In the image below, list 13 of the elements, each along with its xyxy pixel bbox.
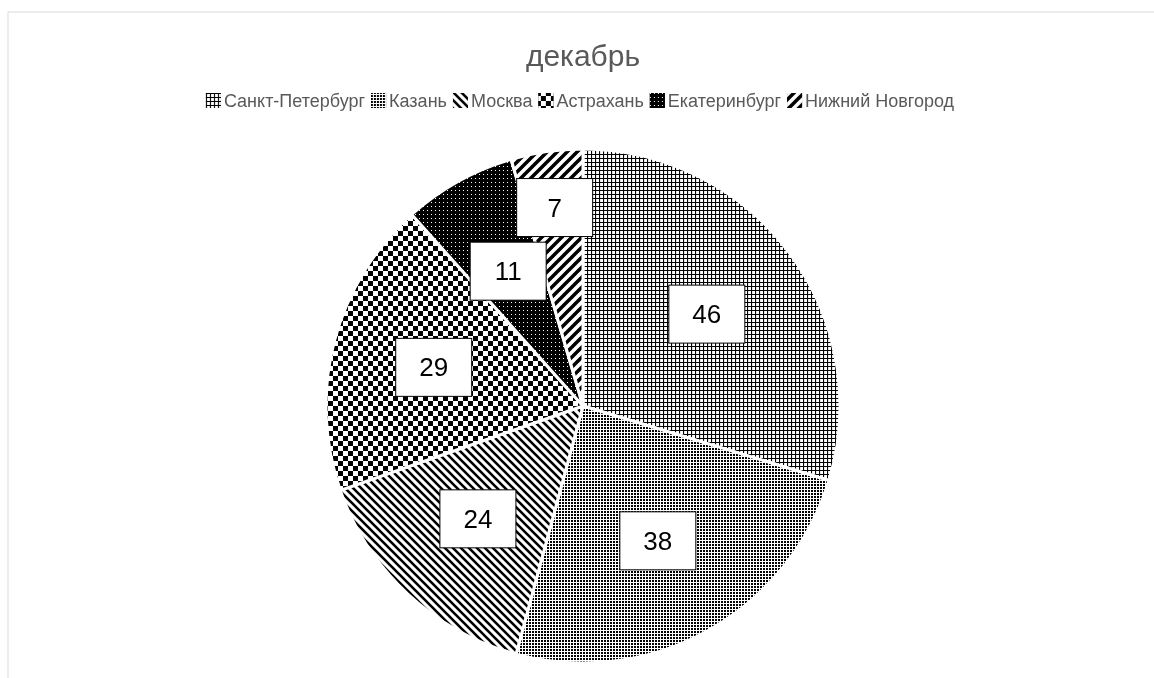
- legend-label: Екатеринбург: [667, 91, 782, 111]
- data-label: 11: [494, 256, 522, 287]
- legend-label: Нижний Новгород: [805, 91, 955, 111]
- legend-label: Санкт-Петербург: [223, 91, 366, 111]
- data-label: 46: [692, 299, 722, 330]
- data-label: 7: [547, 192, 562, 223]
- data-label: 24: [463, 503, 493, 534]
- legend-label: Казань: [389, 91, 447, 111]
- legend-label: Астрахань: [556, 91, 644, 111]
- chart-title: декабрь: [525, 39, 641, 72]
- legend-label: Москва: [470, 91, 534, 111]
- data-label: 29: [419, 352, 449, 383]
- data-label: 38: [643, 525, 673, 556]
